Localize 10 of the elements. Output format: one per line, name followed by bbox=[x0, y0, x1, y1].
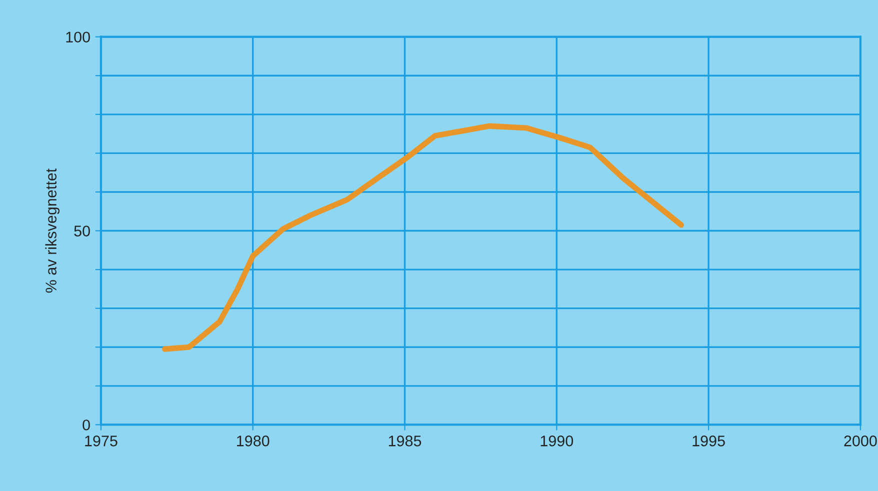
x-tick-label: 1990 bbox=[540, 436, 574, 446]
y-tick-label: 0 bbox=[82, 420, 90, 430]
x-tick-label: 1980 bbox=[237, 436, 270, 446]
x-tick-label: 1975 bbox=[85, 436, 118, 446]
x-tick-label: 2000 bbox=[844, 436, 877, 446]
y-tick-label: 50 bbox=[74, 226, 90, 236]
x-tick-label: 1985 bbox=[388, 436, 422, 446]
y-tick-label: 100 bbox=[66, 32, 90, 43]
y-axis-title: % av riksvegnettet bbox=[45, 168, 60, 293]
x-tick-label: 1995 bbox=[692, 436, 725, 446]
